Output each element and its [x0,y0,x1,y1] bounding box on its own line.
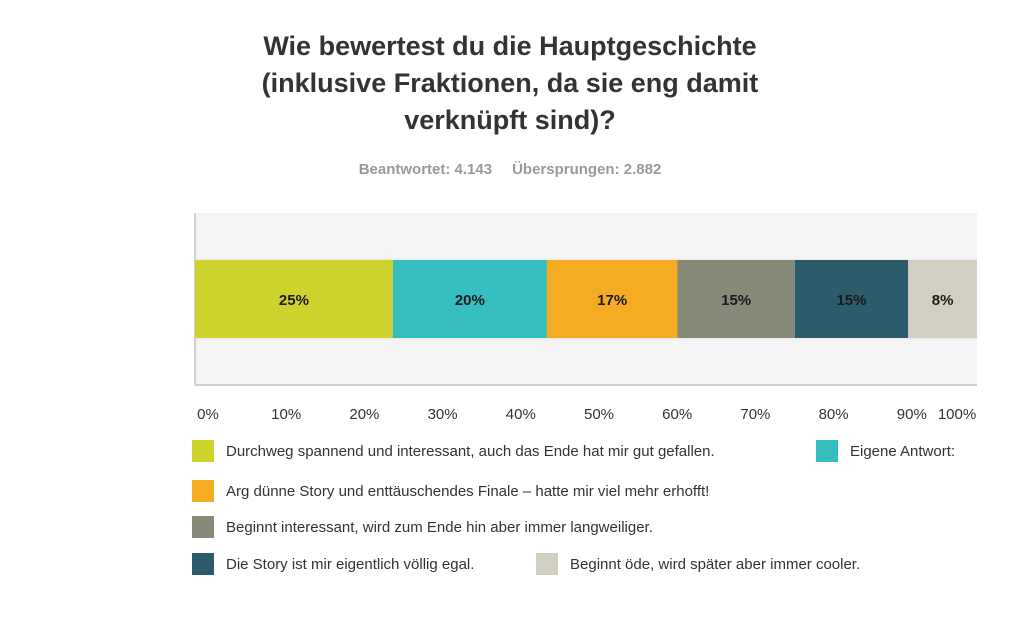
legend-item[interactable]: Durchweg spannend und interessant, auch … [192,440,715,462]
legend-label: Die Story ist mir eigentlich völlig egal… [226,555,475,573]
x-tick-label: 80% [819,406,849,423]
bar-segment [908,260,977,338]
legend-row: Arg dünne Story und enttäuschendes Final… [192,480,992,502]
chart-title: Wie bewertest du die Hauptgeschichte (in… [160,28,860,139]
legend-item[interactable]: Eigene Antwort: [816,440,955,462]
chart-title-line-2: (inklusive Fraktionen, da sie eng damit [261,68,759,98]
bar-segment [195,260,393,338]
legend-label: Beginnt interessant, wird zum Ende hin a… [226,518,653,536]
response-stats: Beantwortet: 4.143 Übersprungen: 2.882 [0,161,1020,178]
legend-swatch [192,440,214,462]
legend-item[interactable]: Beginnt interessant, wird zum Ende hin a… [192,516,653,538]
legend-row: Beginnt interessant, wird zum Ende hin a… [192,516,992,538]
legend-swatch [816,440,838,462]
legend-swatch [192,480,214,502]
x-tick-label: 30% [428,406,458,423]
legend-row: Durchweg spannend und interessant, auch … [192,440,992,462]
x-tick-label: 20% [349,406,379,423]
legend-label: Arg dünne Story und enttäuschendes Final… [226,482,710,500]
legend-row: Die Story ist mir eigentlich völlig egal… [192,553,992,575]
bar-segment [794,260,909,338]
legend-label: Eigene Antwort: [850,442,956,460]
x-tick-label: 50% [584,406,614,423]
x-tick-label: 100% [938,406,976,423]
bar-label: 20% [455,292,485,309]
legend-swatch [192,516,214,538]
bar-segment [677,260,795,338]
x-tick-label: 40% [506,406,536,423]
bar-label: 15% [721,292,751,309]
bar-label: 8% [932,292,954,309]
answered-count: Beantwortet: 4.143 [358,161,493,178]
chart-title-line-1: Wie bewertest du die Hauptgeschichte [263,31,757,61]
x-tick-label: 10% [271,406,301,423]
legend-label: Beginnt öde, wird später aber immer cool… [570,555,861,573]
legend-item[interactable]: Arg dünne Story und enttäuschendes Final… [192,480,709,502]
x-tick-label: 0% [197,406,219,423]
legend-label: Durchweg spannend und interessant, auch … [226,442,715,460]
bar-label: 17% [597,292,627,309]
x-tick-label: 60% [662,406,692,423]
bar-segment [392,260,547,338]
x-tick-label: 90% [897,406,927,423]
skipped-count: Übersprungen: 2.882 [512,161,662,178]
bar-segment [546,260,678,338]
chart-title-line-3: verknüpft sind)? [404,105,616,135]
legend-swatch [536,553,558,575]
legend-swatch [192,553,214,575]
legend-item[interactable]: Beginnt öde, wird später aber immer cool… [536,553,860,575]
bar-label: 15% [836,292,866,309]
stacked-bar-chart: 25% 20% 17% 15% 15% 8% 0% 10% 20% 30% 40% 50% 60% 70… [194,213,977,423]
x-tick-label: 70% [740,406,770,423]
bar-label: 25% [279,292,309,309]
legend-item[interactable]: Die Story ist mir eigentlich völlig egal… [192,553,474,575]
